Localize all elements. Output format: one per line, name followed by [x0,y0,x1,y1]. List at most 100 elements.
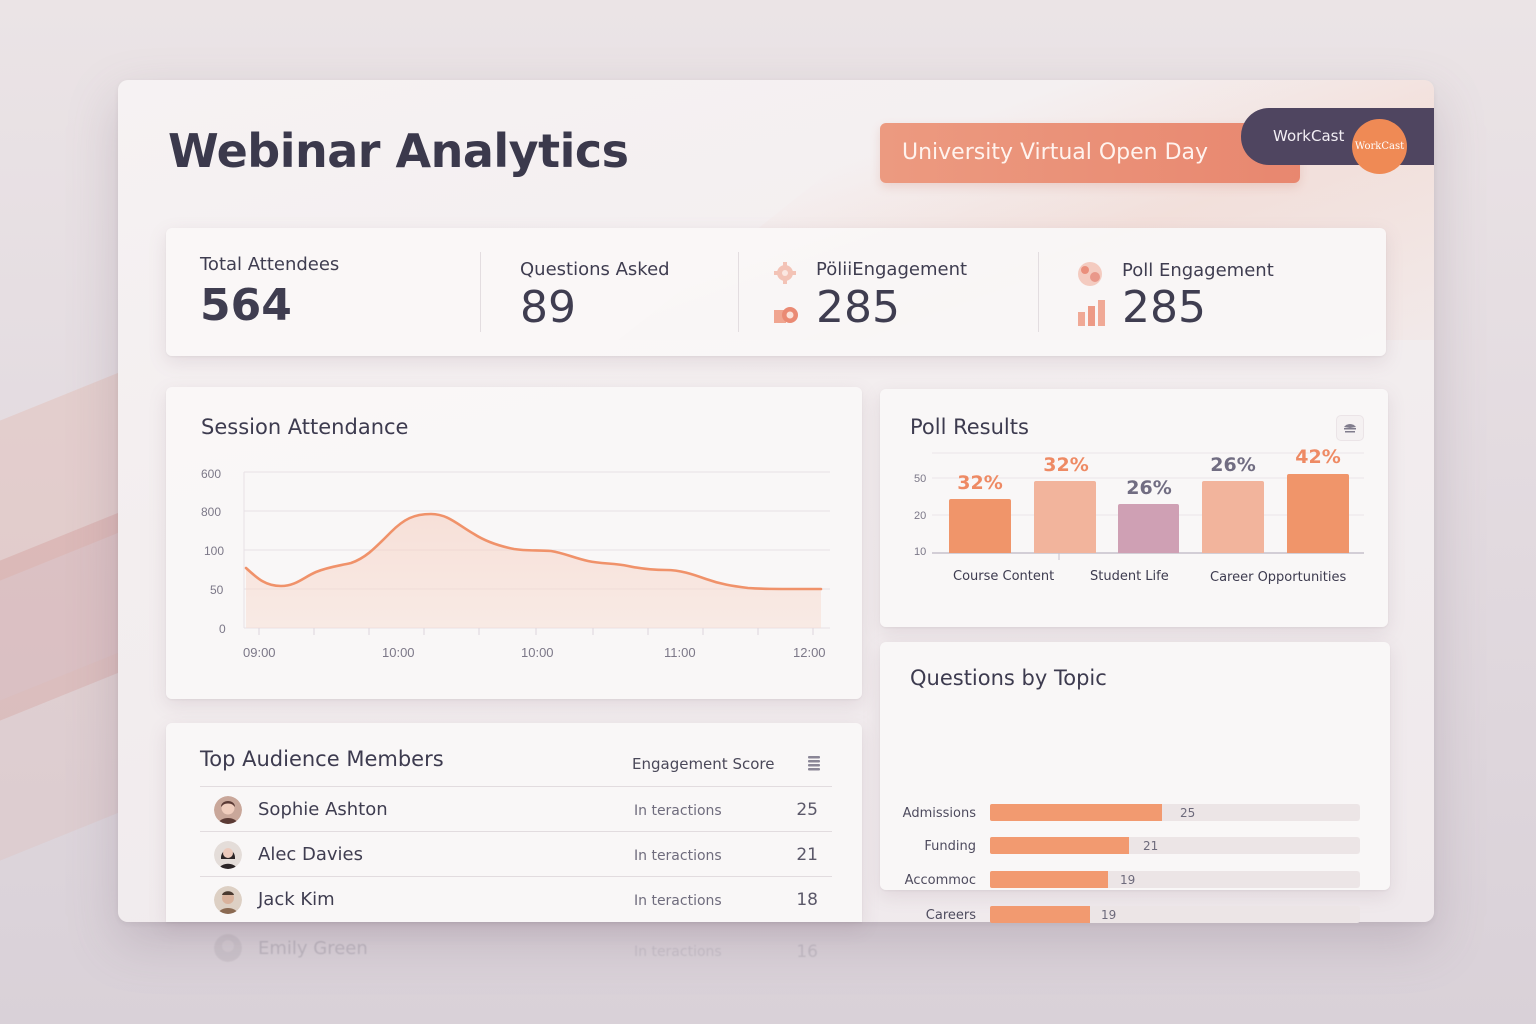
audience-score: 25 [796,800,818,820]
poll-options-button[interactable] [1336,415,1364,441]
sort-icon[interactable] [807,755,821,771]
poll-value-label: 42% [1295,446,1341,468]
stat-label: PöliiEngagement [816,259,968,280]
attendance-line-chart [243,471,830,635]
topic-label: Admissions [902,806,976,821]
topic-bar-fill [990,871,1108,888]
avatar [214,886,242,914]
audience-name: Emily Green [258,938,368,959]
card-title: Questions by Topic [910,666,1107,690]
avatar [214,934,242,962]
y-tick: 20 [914,510,927,522]
poll-category-label: Student Life [1090,569,1169,584]
poll-results-card: Poll Results 50 20 10 32% 32% 26% 26% 42… [880,389,1388,627]
y-tick: 0 [219,622,226,636]
y-tick: 100 [204,544,225,558]
topic-bar-fill [990,837,1129,854]
topic-bar-track: 25 [990,804,1360,821]
audience-row-faded: Emily Green In teractions 16 [200,928,832,973]
layers-icon [1344,424,1356,433]
stat-questions-asked: Questions Asked 89 [480,228,738,356]
top-audience-card: Top Audience Members Engagement Score So… [166,723,862,922]
audience-score: 18 [796,890,818,910]
card-title: Top Audience Members [200,747,444,771]
x-tick: 10:00 [382,645,415,660]
audience-metric: In teractions [634,944,722,960]
topic-row[interactable]: Funding 21 [880,837,1390,857]
y-tick: 50 [914,473,927,485]
poll-bar[interactable] [1034,481,1096,553]
topic-bar-track: 19 [990,871,1360,888]
audience-name: Sophie Ashton [258,799,388,820]
audience-name: Alec Davies [258,844,364,865]
card-title: Session Attendance [201,415,409,439]
card-title: Poll Results [910,415,1029,439]
divider [480,252,481,332]
audience-row[interactable]: Sophie Ashton In teractions 25 [200,786,832,831]
poll-bar[interactable] [1202,481,1264,553]
audience-row[interactable]: Alec Davies In teractions 21 [200,831,832,876]
event-name-banner: University Virtual Open Day [880,123,1300,183]
session-attendance-card: Session Attendance 600 800 100 50 0 [166,387,862,699]
topic-value: 19 [1101,908,1117,922]
topic-bar-fill [990,804,1162,821]
brand-name: WorkCast [1273,127,1345,145]
poll-bar[interactable] [1118,504,1179,553]
brand-logo: WorkCast [1352,119,1407,174]
dashboard-window: Webinar Analytics University Virtual Ope… [118,80,1434,923]
audience-row[interactable]: Jack Kim In teractions 18 [200,876,832,921]
stat-label: Questions Asked [520,259,670,280]
stat-value: 285 [1122,282,1206,333]
audience-name: Jack Kim [258,889,335,910]
poll-value-label: 26% [1126,477,1172,499]
topic-bar-track: 21 [990,837,1360,854]
poll-bar[interactable] [1287,474,1349,553]
topic-bar-fill [990,906,1090,923]
topic-label: Careers [925,908,976,923]
questions-by-topic-card: Questions by Topic Admissions 25 Funding… [880,642,1390,923]
page-title: Webinar Analytics [168,124,629,178]
poll-value-label: 26% [1210,454,1256,476]
brand-badge[interactable]: WorkCast WorkCast [1241,108,1434,174]
audience-metric: In teractions [634,893,722,909]
poll-bar[interactable] [949,499,1011,553]
stat-poll-engagement: PöliiEngagement 285 [738,228,1038,356]
poll-value-label: 32% [1043,454,1089,476]
divider [1038,252,1039,332]
stat-value: 89 [520,282,576,333]
y-tick: 600 [201,467,222,481]
stat-value: 285 [816,282,900,333]
poll-category-label: Course Content [953,569,1055,584]
topic-value: 21 [1143,839,1159,853]
stat-label: Poll Engagement [1122,260,1274,281]
topic-row[interactable]: Accommoc 19 [880,871,1390,891]
poll-category-label: Career Opportunities [1210,570,1347,585]
topic-value: 19 [1120,873,1136,887]
audience-score: 16 [796,942,818,962]
event-name: University Virtual Open Day [902,140,1209,165]
stat-label: Total Attendees [200,254,340,275]
topic-row[interactable]: Careers 19 [880,906,1390,926]
stat-value: 564 [200,280,292,331]
avatar [214,796,242,824]
poll-value-label: 32% [957,472,1003,494]
chat-heart-icon [774,307,798,323]
topic-bar-track: 19 [990,906,1360,923]
topic-value: 25 [1180,806,1196,820]
topic-label: Funding [924,839,976,854]
x-tick: 10:00 [521,645,554,660]
x-tick: 12:00 [793,645,826,660]
bar-chart-icon [1078,300,1105,326]
stat-total-attendees: Total Attendees 564 [166,228,480,356]
y-tick: 10 [914,546,927,558]
y-tick: 800 [201,505,222,519]
topic-row[interactable]: Admissions 25 [880,804,1390,824]
gear-icon [774,262,796,284]
x-tick: 09:00 [243,645,276,660]
engagement-score-header[interactable]: Engagement Score [632,755,775,773]
stat-poll-engagement-2: Poll Engagement 285 [1038,228,1386,356]
audience-score: 21 [796,845,818,865]
audience-metric: In teractions [634,848,722,864]
y-tick: 50 [210,583,224,597]
divider [738,252,739,332]
